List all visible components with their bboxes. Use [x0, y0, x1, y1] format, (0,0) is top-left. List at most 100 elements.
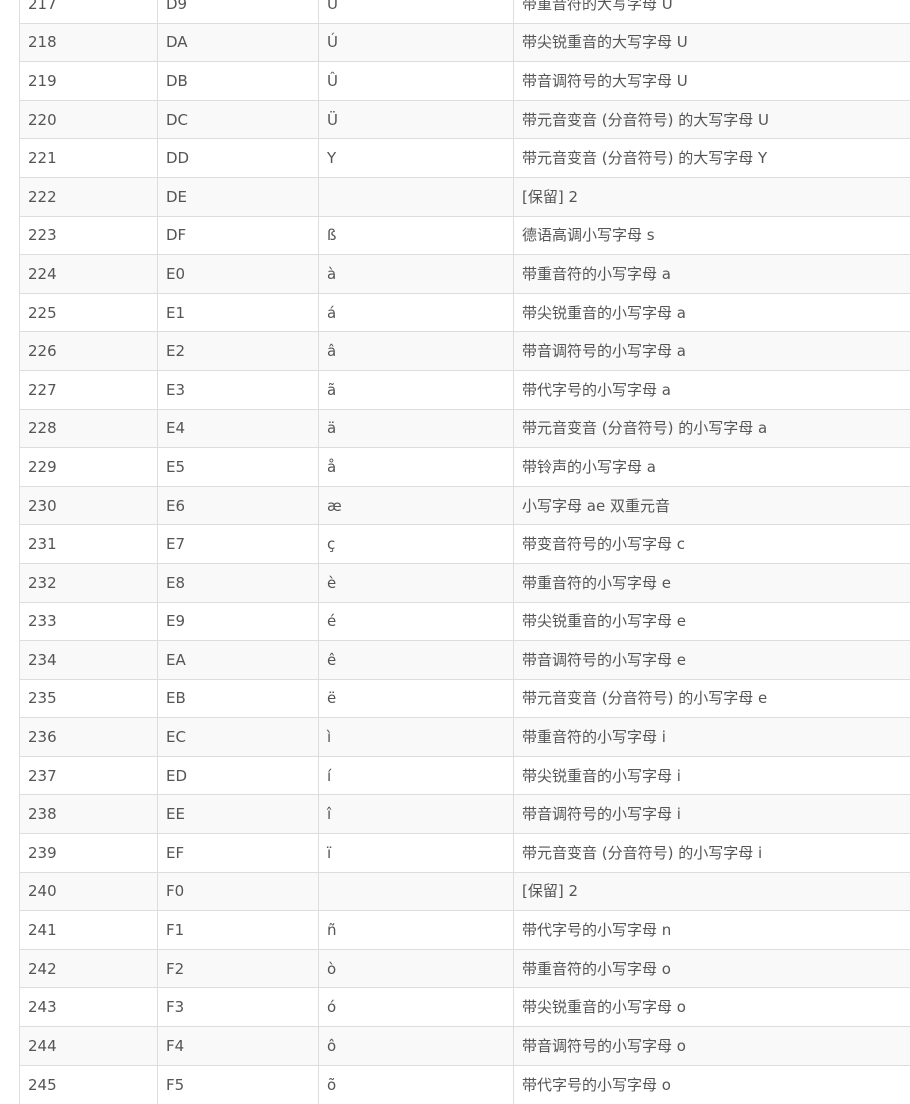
- description-cell: 带重音符的小写字母 e: [514, 563, 910, 602]
- hex-cell: E6: [158, 486, 319, 525]
- decimal-cell: 232: [20, 563, 158, 602]
- decimal-cell: 238: [20, 795, 158, 834]
- character-cell: â: [319, 332, 514, 371]
- decimal-cell: 225: [20, 293, 158, 332]
- character-cell: ó: [319, 988, 514, 1027]
- character-cell: è: [319, 563, 514, 602]
- decimal-cell: 231: [20, 525, 158, 564]
- character-cell: ò: [319, 949, 514, 988]
- decimal-cell: 230: [20, 486, 158, 525]
- character-cell: Ú: [319, 23, 514, 62]
- description-cell: 带尖锐重音的小写字母 a: [514, 293, 910, 332]
- character-cell: ç: [319, 525, 514, 564]
- hex-cell: E1: [158, 293, 319, 332]
- decimal-cell: 219: [20, 62, 158, 101]
- character-cell: [319, 177, 514, 216]
- description-cell: 带元音变音 (分音符号) 的小写字母 i: [514, 834, 910, 873]
- character-cell: ï: [319, 834, 514, 873]
- decimal-cell: 237: [20, 756, 158, 795]
- description-cell: 带代字号的小写字母 a: [514, 370, 910, 409]
- hex-cell: F3: [158, 988, 319, 1027]
- decimal-cell: 234: [20, 641, 158, 680]
- hex-cell: E8: [158, 563, 319, 602]
- character-cell: [319, 872, 514, 911]
- hex-cell: DC: [158, 100, 319, 139]
- description-cell: 带音调符号的小写字母 a: [514, 332, 910, 371]
- character-cell: Y: [319, 139, 514, 178]
- character-cell: å: [319, 448, 514, 487]
- decimal-cell: 241: [20, 911, 158, 950]
- description-cell: 带重音符的大写字母 U: [514, 0, 910, 23]
- hex-cell: D9: [158, 0, 319, 23]
- character-cell: Ü: [319, 100, 514, 139]
- description-cell: 带代字号的小写字母 n: [514, 911, 910, 950]
- description-cell: 带重音符的小写字母 o: [514, 949, 910, 988]
- description-cell: 带音调符号的小写字母 i: [514, 795, 910, 834]
- decimal-cell: 236: [20, 718, 158, 757]
- character-cell: à: [319, 255, 514, 294]
- description-cell: 带元音变音 (分音符号) 的大写字母 U: [514, 100, 910, 139]
- character-cell: ã: [319, 370, 514, 409]
- description-cell: 小写字母 ae 双重元音: [514, 486, 910, 525]
- decimal-cell: 227: [20, 370, 158, 409]
- description-cell: [保留] 2: [514, 872, 910, 911]
- character-cell: ä: [319, 409, 514, 448]
- hex-cell: E9: [158, 602, 319, 641]
- hex-cell: DF: [158, 216, 319, 255]
- hex-cell: EF: [158, 834, 319, 873]
- hex-cell: DE: [158, 177, 319, 216]
- decimal-cell: 217: [20, 0, 158, 23]
- hex-cell: E7: [158, 525, 319, 564]
- description-cell: 带元音变音 (分音符号) 的小写字母 e: [514, 679, 910, 718]
- hex-cell: F1: [158, 911, 319, 950]
- character-cell: ô: [319, 1027, 514, 1066]
- decimal-cell: 242: [20, 949, 158, 988]
- description-cell: 带变音符号的小写字母 c: [514, 525, 910, 564]
- description-cell: 带尖锐重音的小写字母 o: [514, 988, 910, 1027]
- character-cell: ë: [319, 679, 514, 718]
- decimal-cell: 243: [20, 988, 158, 1027]
- description-cell: [保留] 2: [514, 177, 910, 216]
- decimal-cell: 245: [20, 1065, 158, 1104]
- decimal-cell: 222: [20, 177, 158, 216]
- hex-cell: F2: [158, 949, 319, 988]
- decimal-cell: 244: [20, 1027, 158, 1066]
- description-cell: 带元音变音 (分音符号) 的大写字母 Y: [514, 139, 910, 178]
- character-cell: Û: [319, 62, 514, 101]
- hex-cell: ED: [158, 756, 319, 795]
- decimal-cell: 223: [20, 216, 158, 255]
- decimal-cell: 229: [20, 448, 158, 487]
- decimal-cell: 226: [20, 332, 158, 371]
- hex-cell: DA: [158, 23, 319, 62]
- decimal-cell: 221: [20, 139, 158, 178]
- hex-cell: E5: [158, 448, 319, 487]
- hex-cell: DB: [158, 62, 319, 101]
- description-cell: 带音调符号的小写字母 o: [514, 1027, 910, 1066]
- hex-cell: E2: [158, 332, 319, 371]
- character-cell: Ù: [319, 0, 514, 23]
- character-cell: ñ: [319, 911, 514, 950]
- hex-cell: E3: [158, 370, 319, 409]
- description-cell: 带铃声的小写字母 a: [514, 448, 910, 487]
